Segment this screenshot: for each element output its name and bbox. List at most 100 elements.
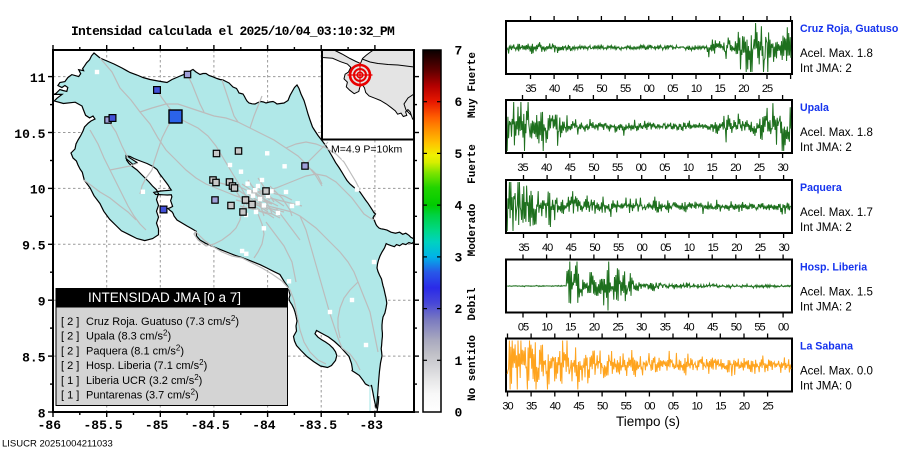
- svg-text:Muy Fuerte: Muy Fuerte: [467, 52, 479, 118]
- svg-text:45: 45: [565, 162, 576, 174]
- svg-text:10: 10: [541, 322, 552, 334]
- svg-text:15: 15: [707, 162, 718, 174]
- svg-text:30: 30: [636, 322, 647, 334]
- svg-text:20: 20: [730, 162, 741, 174]
- svg-text:9.5: 9.5: [22, 239, 46, 254]
- svg-text:8.5: 8.5: [22, 350, 46, 365]
- svg-text:[ 2 ]: [ 2 ]: [61, 316, 79, 328]
- svg-text:25: 25: [754, 162, 765, 174]
- svg-text:7: 7: [455, 44, 463, 59]
- svg-text:15: 15: [708, 242, 719, 254]
- svg-text:00: 00: [644, 83, 655, 95]
- svg-text:55: 55: [621, 401, 632, 413]
- svg-text:25: 25: [612, 322, 623, 334]
- svg-text:Upala: Upala: [800, 102, 829, 114]
- svg-text:Acel. Max. 1.7: Acel. Max. 1.7: [800, 207, 873, 219]
- svg-text:Liberia UCR (3.2 cm/s2): Liberia UCR (3.2 cm/s2): [86, 373, 202, 387]
- svg-text:-86: -86: [38, 418, 62, 433]
- svg-text:35: 35: [660, 322, 671, 334]
- svg-text:Int JMA: 2: Int JMA: 2: [800, 63, 852, 75]
- svg-text:40: 40: [542, 242, 553, 254]
- svg-text:30: 30: [778, 242, 789, 254]
- svg-text:55: 55: [612, 162, 623, 174]
- svg-text:15: 15: [715, 83, 726, 95]
- svg-text:30: 30: [777, 162, 788, 174]
- svg-text:35: 35: [518, 242, 529, 254]
- svg-text:45: 45: [573, 83, 584, 95]
- svg-text:Intensidad calculada el 2025/1: Intensidad calculada el 2025/10/04_03:10…: [71, 24, 395, 39]
- svg-text:05: 05: [659, 162, 670, 174]
- svg-text:[ 2 ]: [ 2 ]: [61, 360, 79, 372]
- svg-text:05: 05: [660, 242, 671, 254]
- svg-text:15: 15: [565, 322, 576, 334]
- svg-text:Int JMA: 2: Int JMA: 2: [800, 222, 852, 234]
- svg-text:40: 40: [683, 322, 694, 334]
- svg-text:Debil: Debil: [467, 287, 479, 320]
- svg-text:50: 50: [731, 322, 742, 334]
- svg-text:10: 10: [684, 242, 695, 254]
- svg-text:Hosp. Liberia (7.1 cm/s2): Hosp. Liberia (7.1 cm/s2): [86, 358, 207, 372]
- svg-text:45: 45: [707, 322, 718, 334]
- svg-text:4: 4: [455, 199, 463, 214]
- svg-text:30: 30: [502, 401, 513, 413]
- svg-text:20: 20: [731, 242, 742, 254]
- svg-text:La Sabana: La Sabana: [800, 341, 853, 353]
- svg-text:[ 2 ]: [ 2 ]: [61, 345, 79, 357]
- svg-text:10: 10: [683, 162, 694, 174]
- svg-text:00: 00: [778, 322, 789, 334]
- svg-text:[ 2 ]: [ 2 ]: [61, 331, 79, 343]
- svg-text:LISUCR 20251004211033: LISUCR 20251004211033: [2, 439, 113, 450]
- svg-text:Tiempo (s): Tiempo (s): [616, 414, 680, 429]
- svg-text:3: 3: [455, 250, 463, 265]
- svg-text:-84: -84: [252, 418, 276, 433]
- svg-text:25: 25: [762, 83, 773, 95]
- svg-text:10: 10: [691, 83, 702, 95]
- svg-text:[ 1 ]: [ 1 ]: [61, 375, 79, 387]
- svg-text:Acel. Max. 0.0: Acel. Max. 0.0: [800, 366, 873, 378]
- svg-text:00: 00: [636, 162, 647, 174]
- svg-text:No sentido: No sentido: [467, 335, 479, 401]
- svg-text:10: 10: [30, 183, 46, 198]
- svg-text:Moderado: Moderado: [467, 203, 479, 256]
- svg-text:-83.5: -83.5: [298, 418, 337, 433]
- svg-text:Fuerte: Fuerte: [467, 144, 479, 184]
- svg-text:0: 0: [455, 406, 463, 421]
- svg-text:[ 1 ]: [ 1 ]: [61, 390, 79, 402]
- svg-text:50: 50: [589, 242, 600, 254]
- svg-text:Hosp. Liberia: Hosp. Liberia: [800, 262, 867, 274]
- svg-text:35: 35: [525, 83, 536, 95]
- svg-text:M=4.9 P=10km: M=4.9 P=10km: [331, 144, 402, 156]
- svg-text:Int JMA: 2: Int JMA: 2: [800, 302, 852, 314]
- svg-text:5: 5: [455, 147, 463, 162]
- svg-text:45: 45: [566, 242, 577, 254]
- svg-text:Upala (8.3 cm/s2): Upala (8.3 cm/s2): [86, 329, 171, 343]
- svg-text:25: 25: [755, 242, 766, 254]
- svg-text:05: 05: [518, 322, 529, 334]
- svg-text:9: 9: [38, 295, 46, 310]
- svg-text:Acel. Max. 1.8: Acel. Max. 1.8: [800, 48, 873, 60]
- svg-text:35: 35: [526, 401, 537, 413]
- svg-text:11: 11: [30, 71, 46, 86]
- svg-text:-84.5: -84.5: [191, 418, 230, 433]
- svg-text:Cruz Roja, Guatuso: Cruz Roja, Guatuso: [800, 23, 899, 35]
- svg-text:Puntarenas (3.7 cm/s2): Puntarenas (3.7 cm/s2): [86, 388, 199, 402]
- svg-text:55: 55: [620, 83, 631, 95]
- svg-text:Int JMA: 0: Int JMA: 0: [800, 381, 852, 393]
- svg-text:50: 50: [588, 162, 599, 174]
- svg-text:6: 6: [455, 95, 463, 110]
- svg-text:Acel. Max. 1.8: Acel. Max. 1.8: [800, 127, 873, 139]
- svg-text:55: 55: [754, 322, 765, 334]
- svg-text:40: 40: [549, 83, 560, 95]
- svg-text:15: 15: [715, 401, 726, 413]
- svg-text:50: 50: [596, 83, 607, 95]
- svg-text:40: 40: [550, 401, 561, 413]
- svg-text:00: 00: [644, 401, 655, 413]
- svg-text:05: 05: [668, 401, 679, 413]
- svg-text:-85: -85: [145, 418, 169, 433]
- svg-text:00: 00: [637, 242, 648, 254]
- svg-text:Cruz Roja. Guatuso (7.3 cm/s2): Cruz Roja. Guatuso (7.3 cm/s2): [86, 314, 239, 328]
- svg-text:-85.5: -85.5: [83, 418, 122, 433]
- svg-text:20: 20: [738, 83, 749, 95]
- svg-text:2: 2: [455, 302, 463, 317]
- svg-text:45: 45: [573, 401, 584, 413]
